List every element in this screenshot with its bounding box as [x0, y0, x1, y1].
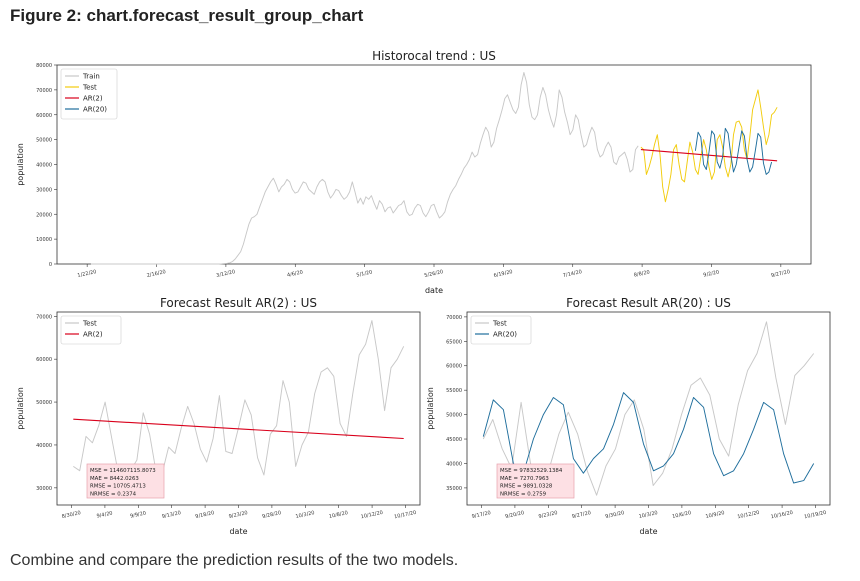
x-tick-label: 10/3/20 [295, 510, 315, 520]
y-tick-label: 10000 [36, 237, 52, 243]
y-tick-label: 70000 [36, 314, 52, 320]
figure-title: Figure 2: chart.forecast_result_group_ch… [10, 6, 364, 25]
legend: Test AR(20) [470, 315, 532, 345]
y-tick-label: 45000 [446, 437, 462, 443]
x-tick-label: 6/19/20 [493, 269, 513, 279]
x-tick-label: 9/23/20 [228, 510, 248, 520]
x-tick-label: 9/28/20 [262, 510, 282, 520]
x-tick-label: 9/27/20 [571, 510, 591, 520]
y-tick-label: 70000 [36, 88, 52, 94]
y-tick-label: 60000 [36, 357, 52, 363]
x-tick-label: 5/26/20 [424, 269, 444, 279]
x-tick-label: 9/13/20 [161, 510, 181, 520]
x-tick-label: 7/14/20 [562, 269, 582, 279]
legend-label: AR(20) [493, 331, 517, 339]
metrics-box: MSE = 97832529.1384 MAE = 7270.7963 RMSE =… [496, 463, 575, 499]
series-line-train [90, 72, 639, 265]
x-tick-label: 10/8/20 [328, 510, 348, 520]
y-tick-label: 40000 [36, 163, 52, 169]
x-tick-label: 4/6/20 [287, 269, 304, 278]
x-tick-label: 5/1/20 [356, 269, 373, 278]
chart-canvas: Historocal trend : US date population 0 1000… [16, 49, 831, 536]
legend-label: AR(2) [83, 95, 103, 103]
y-tick-label: 0 [49, 262, 52, 268]
chart-title: Forecast Result AR(2) : US [160, 296, 317, 310]
legend-label: Test [82, 320, 97, 328]
x-tick-label: 10/3/20 [638, 510, 658, 520]
legend: Test AR(2) [60, 315, 122, 345]
y-axis-label: population [16, 387, 25, 430]
x-tick-label: 3/12/20 [216, 269, 236, 279]
y-axis-label: population [426, 387, 435, 430]
y-tick-label: 70000 [446, 315, 462, 321]
x-tick-label: 10/19/20 [804, 510, 827, 521]
legend-label: Test [492, 320, 507, 328]
metric-text: RMSE = 10705.4713 [90, 484, 146, 490]
y-tick-label: 60000 [36, 113, 52, 119]
x-tick-label: 9/23/20 [538, 510, 558, 520]
metric-text: NRMSE = 0.2374 [90, 491, 137, 497]
metric-text: NRMSE = 0.2759 [500, 491, 547, 497]
x-tick-label: 10/17/20 [394, 510, 417, 521]
y-tick-label: 80000 [36, 63, 52, 69]
legend-label: AR(20) [83, 106, 107, 114]
y-tick-label: 65000 [446, 339, 462, 345]
x-tick-label: 10/12/20 [737, 510, 760, 521]
chart-panel-2: Forecast Result AR(20) : US date populatio… [426, 296, 831, 536]
series-line-test [640, 89, 778, 203]
legend-label: Train [82, 73, 100, 81]
y-tick-label: 20000 [36, 212, 52, 218]
series-line-ar20 [482, 392, 815, 484]
legend-label: AR(2) [83, 331, 103, 339]
x-tick-label: 9/30/20 [605, 510, 625, 520]
y-tick-label: 50000 [36, 400, 52, 406]
metric-text: MSE = 97832529.1384 [500, 468, 563, 474]
metrics-box: MSE = 114607115.8073 MAE = 8442.0263 RMSE … [86, 463, 165, 499]
y-tick-label: 30000 [36, 486, 52, 492]
plot-frame [56, 64, 812, 265]
legend-label: Test [82, 84, 97, 92]
y-axis-label: population [16, 143, 25, 186]
x-tick-label: 10/6/20 [672, 510, 692, 520]
y-tick-label: 40000 [446, 461, 462, 467]
metric-text: MAE = 7270.7963 [500, 476, 549, 482]
x-tick-label: 10/9/20 [705, 510, 725, 520]
series-line-ar2 [73, 418, 404, 440]
chart-title: Historocal trend : US [372, 49, 496, 63]
x-tick-label: 9/9/20 [130, 510, 147, 519]
x-tick-label: 10/16/20 [770, 510, 793, 521]
x-tick-label: 8/8/20 [633, 269, 650, 278]
y-tick-label: 30000 [36, 187, 52, 193]
x-tick-label: 9/20/20 [505, 510, 525, 520]
figure-caption: Combine and compare the prediction resul… [10, 552, 459, 569]
chart-title: Forecast Result AR(20) : US [566, 296, 731, 310]
metric-text: MAE = 8442.0263 [90, 476, 139, 482]
chart-panel-0: Historocal trend : US date population 0 1000… [16, 49, 812, 295]
x-axis-label: date [425, 286, 443, 295]
y-tick-label: 50000 [446, 413, 462, 419]
x-tick-label: 9/2/20 [703, 269, 720, 278]
y-tick-label: 40000 [36, 443, 52, 449]
y-tick-label: 35000 [446, 486, 462, 492]
x-tick-label: 2/16/20 [146, 269, 166, 279]
y-tick-label: 60000 [446, 364, 462, 370]
x-tick-label: 9/17/20 [471, 510, 491, 520]
x-axis-label: date [639, 527, 657, 536]
x-axis-label: date [229, 527, 247, 536]
x-tick-label: 9/18/20 [195, 510, 215, 520]
legend: Train Test AR(2) AR(20) [60, 68, 118, 120]
metric-text: MSE = 114607115.8073 [90, 468, 156, 474]
x-tick-label: 9/27/20 [771, 269, 791, 279]
x-tick-label: 1/22/20 [77, 269, 97, 279]
metric-text: RMSE = 9891.0328 [500, 484, 553, 490]
x-tick-label: 10/12/20 [360, 510, 383, 521]
chart-panel-1: Forecast Result AR(2) : US date population… [16, 296, 421, 536]
x-tick-label: 9/4/20 [96, 510, 113, 519]
y-tick-label: 50000 [36, 138, 52, 144]
y-tick-label: 55000 [446, 388, 462, 394]
x-tick-label: 8/30/20 [61, 510, 81, 520]
series-line-ar20 [694, 127, 773, 175]
